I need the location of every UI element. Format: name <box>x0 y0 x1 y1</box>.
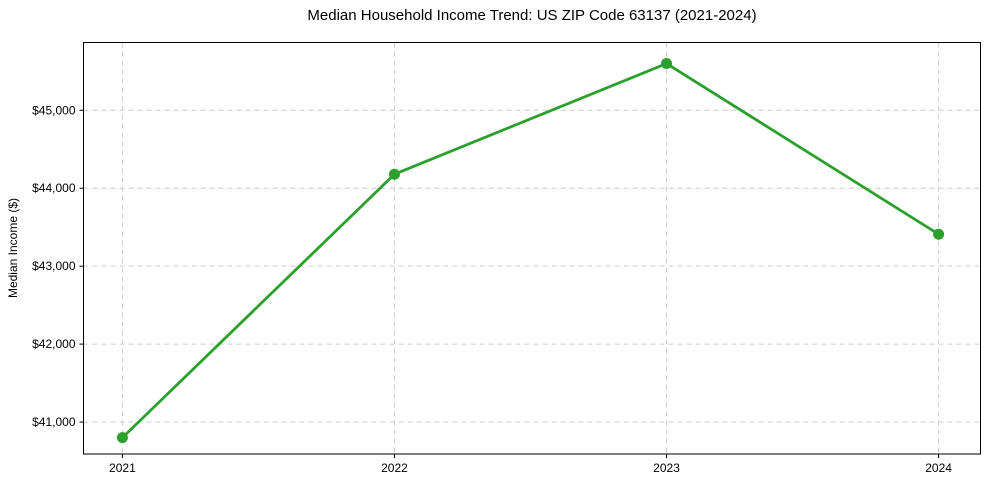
x-tick-label-2024: 2024 <box>925 461 952 475</box>
y-tick-label-2: $43,000 <box>32 259 76 273</box>
x-tick-label-2023: 2023 <box>653 461 680 475</box>
data-point-2024 <box>933 228 945 240</box>
data-point-2022 <box>388 168 400 180</box>
data-point-2021 <box>116 432 128 444</box>
data-point-2023 <box>661 58 673 70</box>
x-tick-label-2021: 2021 <box>109 461 136 475</box>
x-tick-label-2022: 2022 <box>381 461 408 475</box>
y-tick-label-1: $42,000 <box>32 337 76 351</box>
y-tick-label-3: $44,000 <box>32 181 76 195</box>
y-tick-label-4: $45,000 <box>32 103 76 117</box>
y-tick-label-0: $41,000 <box>32 415 76 429</box>
chart-title: Median Household Income Trend: US ZIP Co… <box>307 7 757 24</box>
trend-line <box>121 62 941 440</box>
axes-box <box>83 42 981 455</box>
